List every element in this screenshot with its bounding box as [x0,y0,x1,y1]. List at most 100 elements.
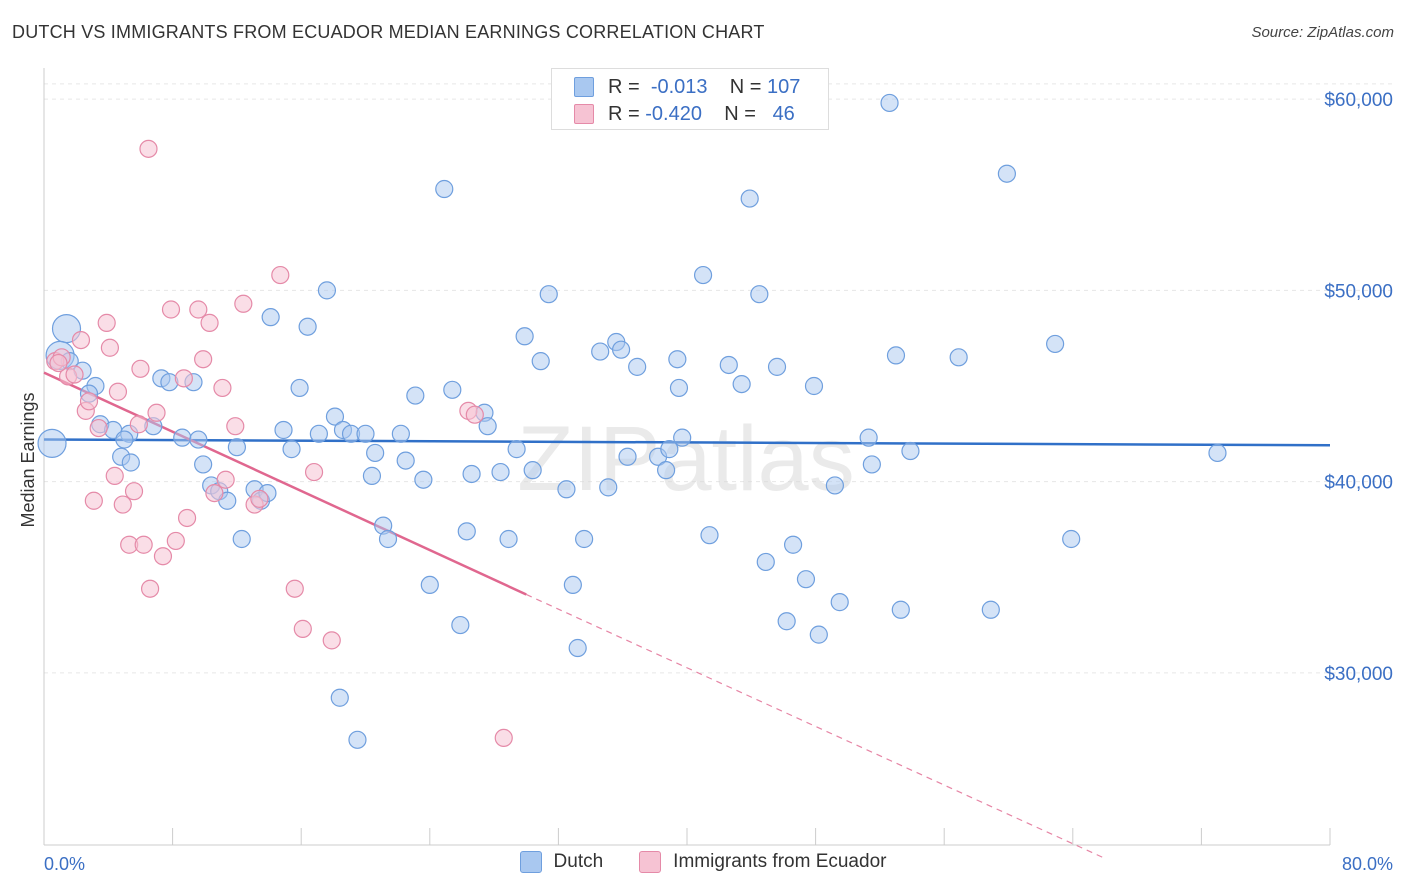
dutch-point [499,529,518,549]
dutch-point [750,285,769,304]
dutch-point [194,455,213,474]
y-tick-label: $40,000 [1324,473,1393,494]
ecuador-point [89,418,108,438]
ecuador-point [71,331,91,350]
ecuador-point [124,482,144,501]
dutch-point [414,470,433,489]
dutch-point [859,428,878,447]
dutch-legend-swatch [519,851,542,873]
ecuador-point [129,415,148,434]
ecuador-legend-swatch [639,851,662,873]
dutch-point [523,461,542,480]
ecuador-point [113,495,132,514]
dutch-point [591,342,610,361]
dutch-point [568,638,587,658]
dutch-point [719,355,738,375]
grid-lines [44,83,1393,674]
dutch-point [1062,529,1081,549]
ecuador-point [194,350,213,369]
chart-title: DUTCH VS IMMIGRANTS FROM ECUADOR MEDIAN … [12,22,765,42]
dutch-point [491,462,510,482]
ecuador-point [226,417,245,436]
dutch-point [298,317,317,336]
ecuador-point [147,403,166,422]
ecuador-point [153,547,173,566]
ecuador-swatch [574,104,594,124]
dutch-point [563,575,582,595]
dutch-point [378,529,398,549]
r-label: R = [608,75,640,98]
dutch-point [981,600,1000,619]
legend-item-ecuador: Immigrants from Ecuador [639,851,886,873]
dutch-point [732,374,751,394]
dutch-point [443,380,462,399]
ecuador-point [134,535,153,554]
y-tick-label: $30,000 [1324,664,1393,685]
dutch-point [700,526,719,545]
ecuador-trend-line [43,371,527,596]
dutch-point [366,443,385,463]
ecuador-point [140,579,160,598]
y-tick-label: $60,000 [1324,90,1393,111]
dutch-point [825,476,844,495]
dutch-point [406,386,425,405]
dutch-point [997,164,1016,183]
dutch-point [668,350,687,369]
ecuador-points [46,139,513,748]
legend-row-dutch: R = -0.013 N = 107 [574,74,800,100]
ecuador-point [161,300,181,319]
dutch-point [891,600,910,619]
dutch-point [420,575,439,595]
r-label: R = [608,102,640,125]
dutch-point [37,428,67,458]
series-legend: Dutch Immigrants from Ecuador [0,851,1406,873]
dutch-point [309,424,328,443]
dutch-point [886,346,906,365]
dutch-point [507,440,526,459]
ecuador-point [65,365,84,384]
dutch-point [227,438,246,457]
legend-row-ecuador: R = -0.420 N = 46 [574,101,795,127]
ecuador-point [105,466,124,485]
dutch-point [657,461,676,480]
x-tick-labels: 0.0% 80.0% [44,854,1393,874]
dutch-point [804,376,824,396]
r-value: -0.013 [650,75,708,98]
dutch-point [862,455,881,474]
stats-legend: R = -0.013 N = 107 R = -0.420 N = 46 [551,68,829,130]
ecuador-point [189,300,208,319]
dutch-point [599,478,618,497]
dutch-point [611,340,631,359]
ecuador-point [177,508,197,528]
dutch-point [189,430,208,449]
y-tick-labels: $30,000 $40,000 $50,000 $60,000 [1324,90,1393,685]
source-label: Source: ZipAtlas.com [1251,24,1394,41]
ecuador-point [49,353,68,373]
dutch-points [37,93,1227,749]
dutch-point [1046,334,1065,354]
ecuador-trend-extension [526,593,1106,859]
dutch-point [325,407,345,426]
ecuador-point [304,462,324,482]
dutch-point [575,529,594,549]
x-tick-label: 0.0% [44,854,85,874]
dutch-point [1208,443,1227,463]
dutch-point [777,612,796,631]
n-value: 107 [767,75,801,98]
ecuador-point [108,382,128,401]
y-tick-label: $50,000 [1324,281,1393,302]
dutch-point [362,466,382,485]
dutch-point [693,265,713,285]
dutch-point [673,428,692,447]
dutch-point [901,441,920,461]
dutch-point [261,308,280,327]
dutch-point [830,593,849,612]
dutch-point [391,424,410,443]
dutch-point [462,464,481,484]
dutch-point [756,552,775,572]
ecuador-point [200,313,219,332]
dutch-point [396,451,415,470]
ecuador-point [166,531,185,551]
legend-label: Dutch [553,851,604,872]
